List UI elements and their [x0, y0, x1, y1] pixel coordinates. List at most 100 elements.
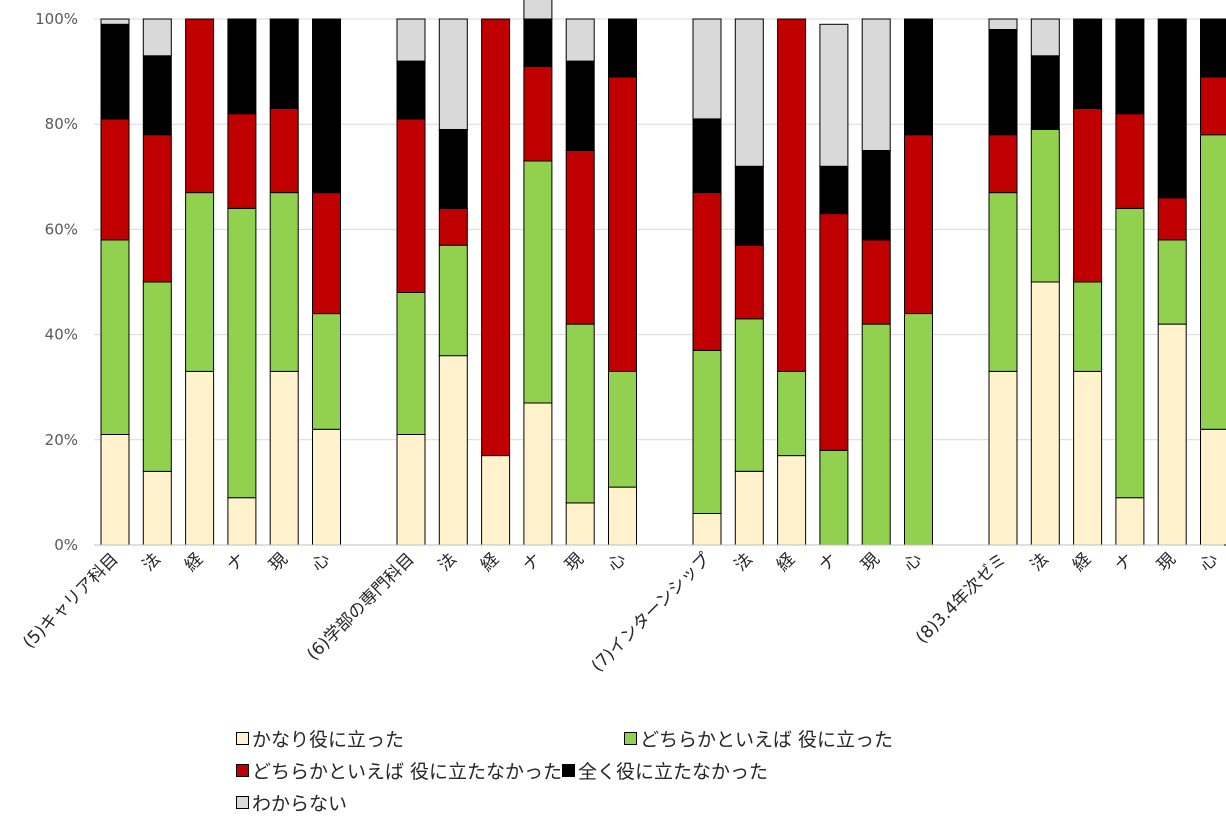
bar-segment-3 — [523, 18, 553, 67]
legend-item-somewhat-useful: どちらかといえば 役に立った — [624, 725, 893, 752]
bar-segment-3 — [100, 23, 130, 120]
bar-segment-2 — [523, 65, 553, 162]
bar-segment-3 — [1115, 18, 1145, 115]
x-axis-category-labels: (5)キャリア科目法経ナ現心(6)学部の専門科目法経ナ現心(7)インターンシップ… — [19, 549, 1222, 676]
bar-segment-4 — [100, 18, 130, 25]
bar-segment-1 — [142, 281, 172, 472]
legend-swatch — [236, 731, 249, 745]
bar-segment-4 — [988, 18, 1018, 30]
bar-segment-3 — [1157, 18, 1187, 199]
x-category-label: ナ — [1111, 549, 1137, 575]
bar-segment-0 — [777, 455, 807, 546]
x-category-label: 法 — [435, 549, 461, 575]
bar-segment-3 — [608, 18, 637, 78]
y-tick-label: 60% — [45, 220, 78, 238]
legend-item-unknown: わからない — [236, 789, 347, 816]
bar-segment-3 — [692, 118, 722, 193]
legend-label: どちらかといえば 役に立たなかった — [252, 760, 563, 783]
bar-segment-1 — [988, 192, 1018, 372]
bar-segment-2 — [777, 18, 807, 372]
y-tick-label: 0% — [54, 536, 78, 554]
x-category-label: (8)3.4年次ゼミ — [912, 549, 1010, 647]
legend-label: 全く役に立たなかった — [578, 760, 769, 783]
bar-segment-1 — [396, 292, 426, 435]
x-category-label: 心 — [604, 549, 630, 575]
y-tick-label: 40% — [45, 326, 78, 344]
bar-segment-0 — [438, 355, 468, 546]
bar-segment-1 — [312, 313, 341, 430]
bar-segment-1 — [1157, 239, 1187, 325]
bar-segment-4 — [819, 23, 849, 167]
bar-segment-4 — [861, 18, 891, 151]
bar-segment-1 — [861, 323, 891, 546]
bar-segment-2 — [142, 134, 172, 283]
bar-segment-1 — [1073, 281, 1103, 372]
bar-segment-2 — [861, 239, 891, 325]
bar-segment-1 — [819, 449, 849, 546]
bar-segment-3 — [565, 60, 595, 151]
bar-segment-4 — [142, 18, 172, 57]
bar-segment-0 — [100, 434, 130, 546]
x-category-label: 現 — [858, 549, 884, 575]
bar-segment-0 — [1157, 323, 1187, 546]
legend-row: どちらかといえば 役に立たなかった 全く役に立たなかった — [236, 754, 996, 786]
bar-segment-1 — [692, 349, 722, 514]
bar-segment-2 — [1115, 113, 1145, 209]
bar-segment-2 — [734, 244, 764, 320]
legend-swatch — [624, 731, 637, 745]
bar-segment-2 — [692, 192, 722, 351]
bar-segment-4 — [734, 18, 764, 167]
bar-segment-4 — [692, 18, 722, 120]
legend-item-somewhat-not-useful: どちらかといえば 役に立たなかった — [236, 757, 562, 784]
bar-segment-3 — [1030, 55, 1060, 130]
x-category-label: 現 — [1154, 549, 1180, 575]
bar-segment-1 — [777, 370, 807, 457]
bar-segment-3 — [396, 60, 426, 120]
x-category-label: 法 — [139, 549, 165, 575]
bar-segment-1 — [734, 318, 764, 472]
bar-segment-0 — [988, 370, 1018, 546]
bar-segment-3 — [1073, 18, 1103, 109]
x-category-label: 心 — [900, 549, 926, 575]
y-tick-label: 20% — [45, 431, 78, 449]
x-category-label: 法 — [1027, 549, 1053, 575]
bar-segment-0 — [523, 402, 553, 546]
bar-segment-2 — [396, 118, 426, 294]
legend-swatch — [562, 763, 576, 777]
bar-segment-2 — [988, 134, 1018, 194]
bar-segment-3 — [312, 18, 341, 194]
x-category-label: ナ — [223, 549, 249, 575]
bar-segment-3 — [142, 55, 172, 136]
bar-segment-0 — [608, 486, 637, 546]
bar-segment-0 — [269, 370, 299, 546]
bar-segment-0 — [185, 370, 215, 546]
bar-segment-4 — [396, 18, 426, 62]
x-category-label: (7)インターンシップ — [588, 549, 715, 676]
bar-segment-3 — [734, 165, 764, 246]
bar-segment-4 — [565, 18, 595, 62]
bar-segment-0 — [481, 455, 511, 546]
bar-segment-2 — [269, 107, 299, 194]
bars — [100, 0, 1226, 546]
bar-segment-2 — [227, 113, 257, 209]
x-category-label: 心 — [1196, 549, 1222, 575]
bar-segment-1 — [904, 313, 933, 546]
bar-segment-2 — [312, 192, 341, 315]
bar-segment-4 — [1030, 18, 1060, 57]
x-category-label: 現 — [562, 549, 588, 575]
bar-segment-1 — [1200, 134, 1226, 430]
bar-segment-1 — [608, 370, 637, 488]
bar-segment-2 — [185, 18, 215, 194]
bar-segment-1 — [185, 192, 215, 372]
legend-swatch — [236, 763, 249, 777]
bar-segment-0 — [396, 434, 426, 546]
x-category-label: 法 — [731, 549, 757, 575]
x-category-label: 経 — [773, 549, 799, 575]
bar-segment-2 — [1157, 197, 1187, 241]
bar-segment-0 — [1073, 370, 1103, 546]
x-category-label: 経 — [477, 549, 503, 575]
bar-segment-1 — [523, 160, 553, 404]
x-category-label: ナ — [519, 549, 545, 575]
bar-segment-0 — [142, 470, 172, 546]
bar-segment-2 — [904, 134, 933, 314]
